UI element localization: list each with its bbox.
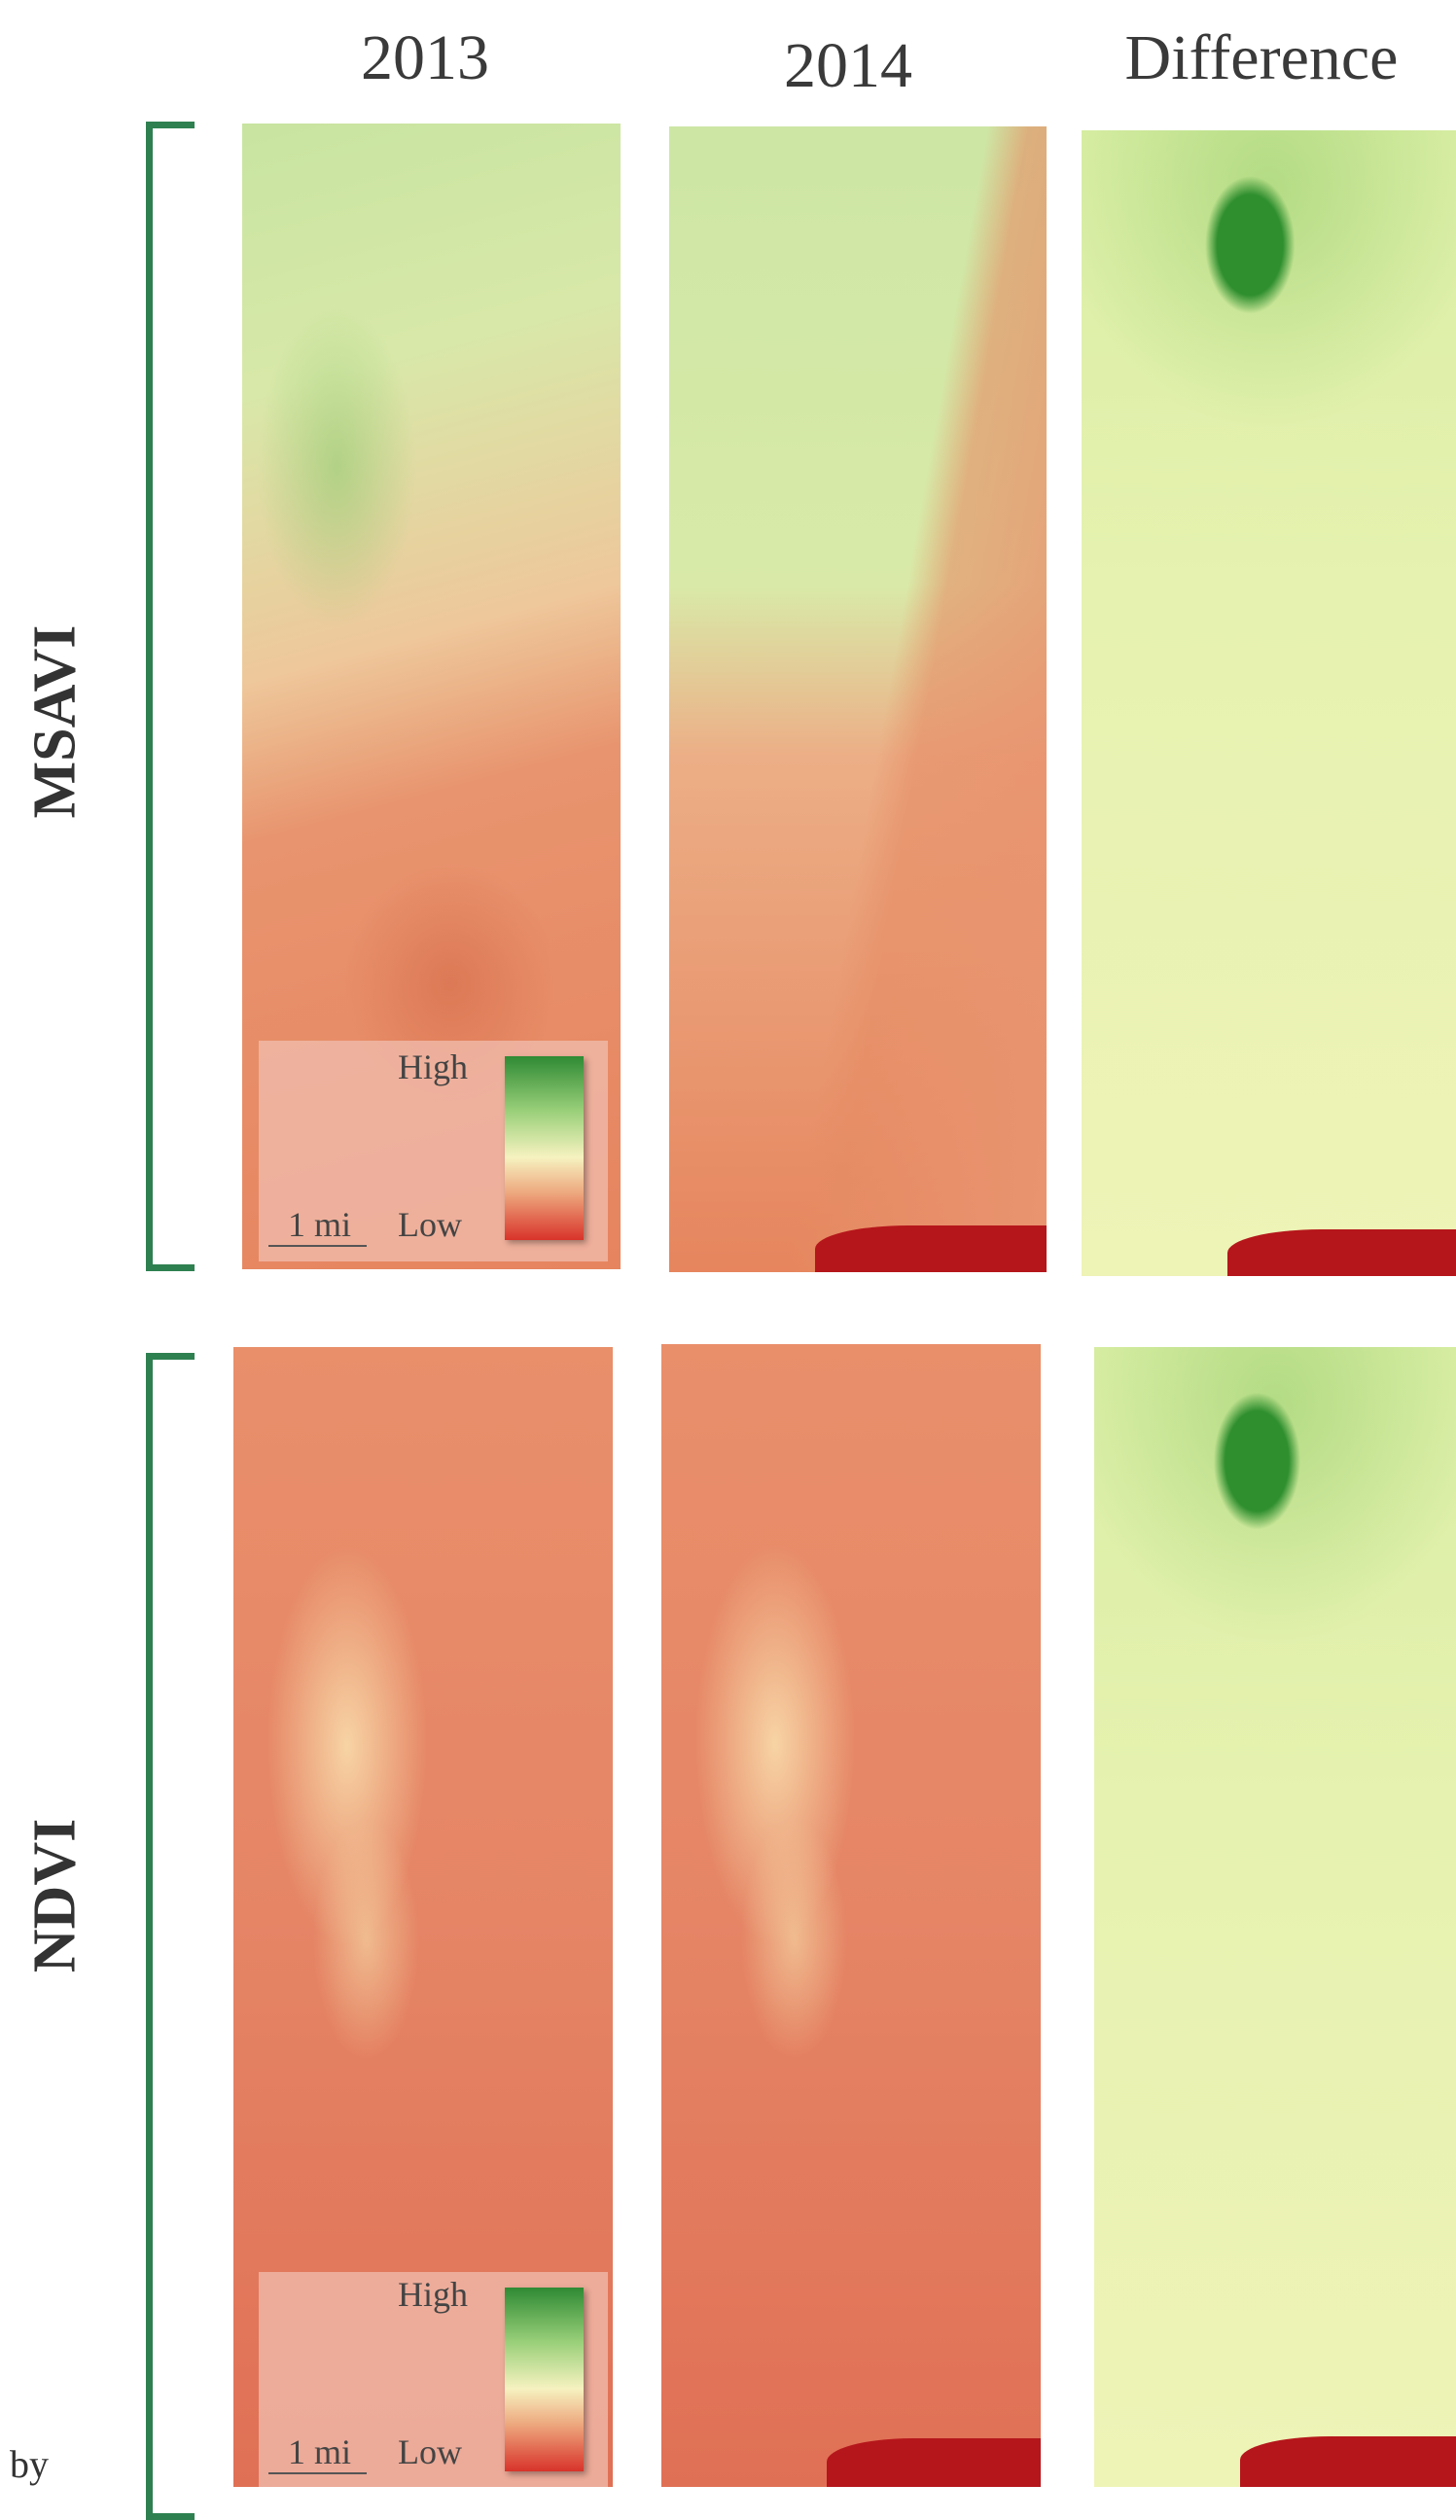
legend-high: High xyxy=(398,1047,468,1087)
footer-text: by xyxy=(10,2441,49,2487)
legend: High Low 1 mi xyxy=(259,1041,608,1261)
row-bracket xyxy=(146,1353,195,2520)
legend-low: Low xyxy=(398,2431,462,2472)
map-panel xyxy=(1094,1347,1456,2487)
color-ramp xyxy=(505,1056,584,1240)
map-panel xyxy=(669,126,1047,1272)
water xyxy=(1240,2436,1456,2487)
figure: 2013 2014 Difference MSAVI High Low 1 mi… xyxy=(0,0,1456,2487)
column-header: Difference xyxy=(1125,21,1399,95)
column-header: 2013 xyxy=(361,21,489,95)
row-label: MSAVI xyxy=(21,625,90,819)
water xyxy=(815,1225,1047,1272)
legend-low: Low xyxy=(398,1204,462,1245)
row-label: NDVI xyxy=(21,1819,90,1972)
map-panel xyxy=(661,1344,1041,2487)
scale-bar: 1 mi xyxy=(268,1204,367,1247)
legend: High Low 1 mi xyxy=(259,2272,608,2487)
scale-bar: 1 mi xyxy=(268,2431,367,2474)
water xyxy=(1227,1229,1456,1276)
water xyxy=(827,2438,1041,2487)
row-bracket xyxy=(146,122,195,1271)
column-header: 2014 xyxy=(784,29,912,103)
color-ramp xyxy=(505,2288,584,2471)
legend-high: High xyxy=(398,2274,468,2315)
map-panel xyxy=(1082,130,1456,1276)
